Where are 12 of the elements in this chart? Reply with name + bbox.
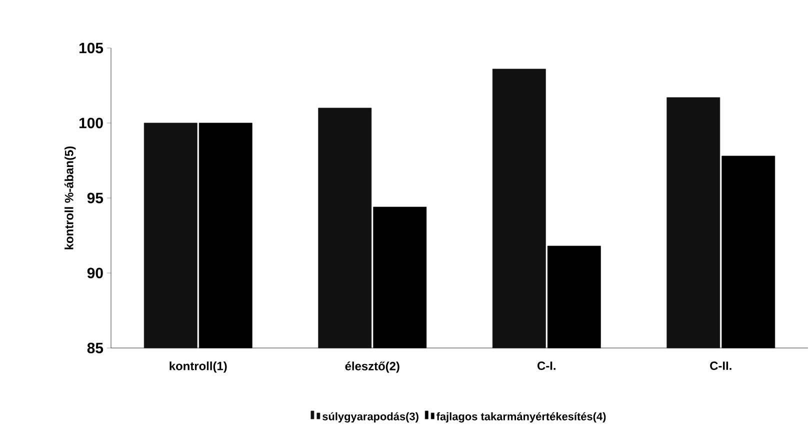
x-tick-label: élesztő(2) xyxy=(345,361,400,373)
x-tick-label: kontroll(1) xyxy=(170,361,227,373)
y-axis-title: kontroll %-ában(5) xyxy=(64,146,76,250)
y-tick-label: 85 xyxy=(87,342,104,354)
x-tick-label: C-II. xyxy=(710,361,732,370)
legend-label: súlygyarapodás(3) xyxy=(322,412,418,423)
y-tick-label: 90 xyxy=(87,268,103,278)
y-tick-label: 95 xyxy=(87,192,104,204)
x-tick-label: C-I. xyxy=(537,361,556,370)
y-tick-label: 105 xyxy=(80,42,104,54)
y-tick-label: 100 xyxy=(80,118,103,128)
legend-label: fajlagos takarmányértékesítés(4) xyxy=(436,412,606,423)
